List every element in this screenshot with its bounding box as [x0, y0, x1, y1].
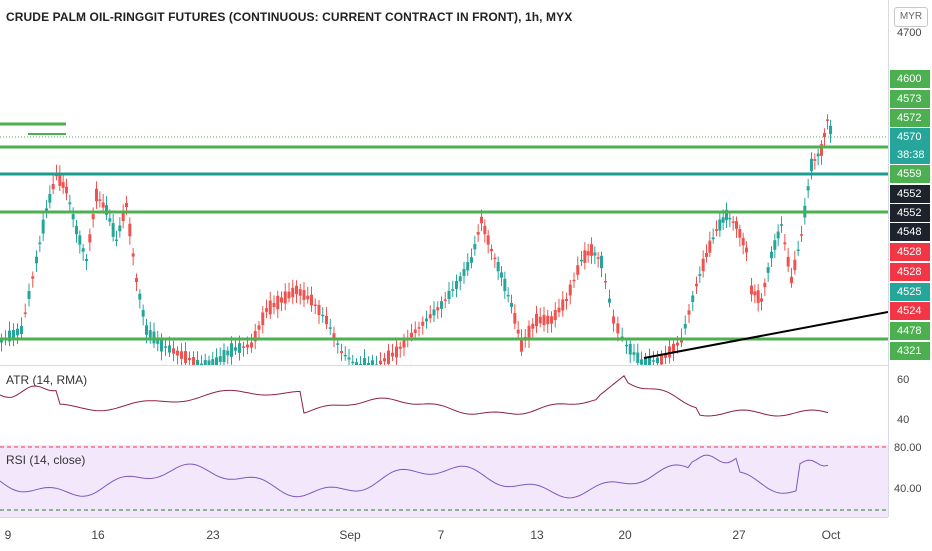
time-label: 13 — [530, 528, 544, 542]
time-label: 7 — [437, 528, 445, 542]
atr-tick: 60 — [897, 374, 910, 386]
atr-line — [0, 375, 829, 417]
price-label: 4548 — [890, 223, 930, 241]
price-label: 4552 — [890, 204, 930, 222]
candles-group — [0, 114, 832, 365]
rsi-tick: 40.00 — [894, 483, 922, 495]
price-label: 4528 — [890, 263, 930, 281]
atr-tick: 40 — [897, 414, 910, 426]
time-label: 27 — [732, 528, 746, 542]
time-label: 20 — [618, 528, 632, 542]
price-label: 38:38 — [890, 146, 930, 164]
atr-label[interactable]: ATR (14, RMA) — [6, 373, 88, 387]
trend-line — [643, 311, 888, 359]
price-label: 4524 — [890, 302, 930, 320]
time-axis[interactable]: 9 16 23 Sep 7 13 20 27 Oct — [0, 517, 888, 551]
time-label: 23 — [206, 528, 220, 542]
rsi-line — [0, 454, 829, 499]
chart-title: CRUDE PALM OIL-RINGGIT FUTURES (CONTINUO… — [6, 10, 573, 24]
price-label: 4570 — [890, 128, 930, 146]
price-tick: 4700 — [897, 27, 922, 39]
rsi-svg — [0, 446, 888, 511]
time-label: Oct — [821, 528, 841, 542]
currency-button[interactable]: MYR — [894, 7, 928, 27]
price-pane[interactable] — [0, 0, 888, 365]
atr-pane[interactable]: ATR (14, RMA) — [0, 365, 888, 445]
time-label: 9 — [4, 528, 12, 542]
candlestick-chart[interactable] — [0, 0, 888, 365]
price-label: 4600 — [890, 70, 930, 88]
time-label: 16 — [91, 528, 105, 542]
rsi-pane[interactable]: RSI (14, close) — [0, 445, 888, 517]
rsi-tick: 80.00 — [894, 442, 922, 454]
rsi-label[interactable]: RSI (14, close) — [6, 453, 86, 467]
pane-divider[interactable] — [0, 365, 932, 366]
price-scale[interactable]: 4700 4600 4573 4572 4570 38:38 4559 4552 4552 45… — [888, 0, 932, 517]
price-label: 4572 — [890, 109, 930, 127]
price-label: 4478 — [890, 322, 930, 340]
price-label: 4528 — [890, 243, 930, 261]
atr-svg — [0, 375, 829, 417]
time-label: Sep — [339, 528, 361, 542]
price-label: 4552 — [890, 185, 930, 203]
price-label: 4573 — [890, 90, 930, 108]
price-label: 4525 — [890, 283, 930, 301]
price-label: 4321 — [890, 342, 930, 360]
price-label: 4559 — [890, 165, 930, 183]
